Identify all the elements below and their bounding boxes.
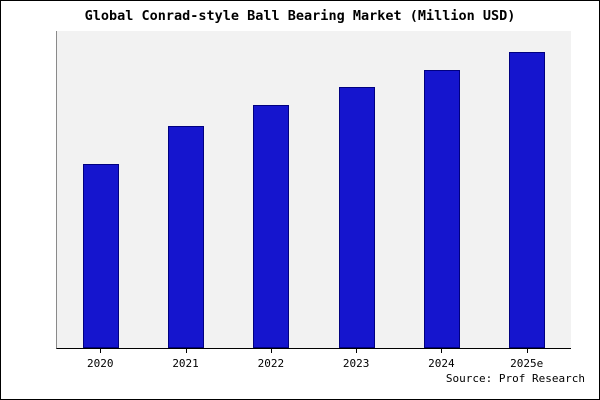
x-tick-text: 2023 <box>342 357 370 370</box>
bar-2024 <box>423 69 460 348</box>
x-tick-mark <box>441 349 443 353</box>
chart-title: Global Conrad-style Ball Bearing Market … <box>84 8 516 24</box>
x-tick-text: 2022 <box>257 357 285 370</box>
x-tick-label-2020: 2020 <box>59 349 141 370</box>
bar-2020 <box>83 164 120 348</box>
x-tick-mark <box>270 349 272 353</box>
bar-2021 <box>168 125 205 348</box>
plot-area <box>56 31 571 349</box>
bar-2023 <box>338 87 375 348</box>
x-tick-text: 2024 <box>428 357 455 370</box>
x-tick-mark <box>185 349 187 353</box>
bar-slot-2020 <box>60 31 142 348</box>
bar-slot-2021 <box>145 31 227 348</box>
bar-2025e <box>508 51 545 348</box>
bar-slot-2023 <box>316 31 398 348</box>
x-tick-label-2023: 2023 <box>315 349 397 370</box>
source-credit: Source: Prof Research <box>445 372 585 385</box>
bars-container <box>57 31 571 348</box>
x-tick-label-2025e: 2025e <box>486 349 568 370</box>
x-tick-text: 2021 <box>172 357 199 370</box>
x-tick-text: 2020 <box>87 357 114 370</box>
x-tick-mark <box>526 349 528 353</box>
bar-slot-2024 <box>401 31 483 348</box>
x-tick-mark <box>356 349 358 353</box>
x-tick-label-2024: 2024 <box>400 349 482 370</box>
x-tick-label-2022: 2022 <box>230 349 312 370</box>
x-tick-label-2021: 2021 <box>145 349 227 370</box>
bar-2022 <box>253 105 290 348</box>
x-tick-mark <box>100 349 102 353</box>
bar-slot-2025e <box>486 31 568 348</box>
bar-slot-2022 <box>230 31 312 348</box>
x-axis-labels: 2020 2021 2022 2023 2024 2025e <box>56 349 571 370</box>
x-tick-text: 2025e <box>510 357 544 370</box>
